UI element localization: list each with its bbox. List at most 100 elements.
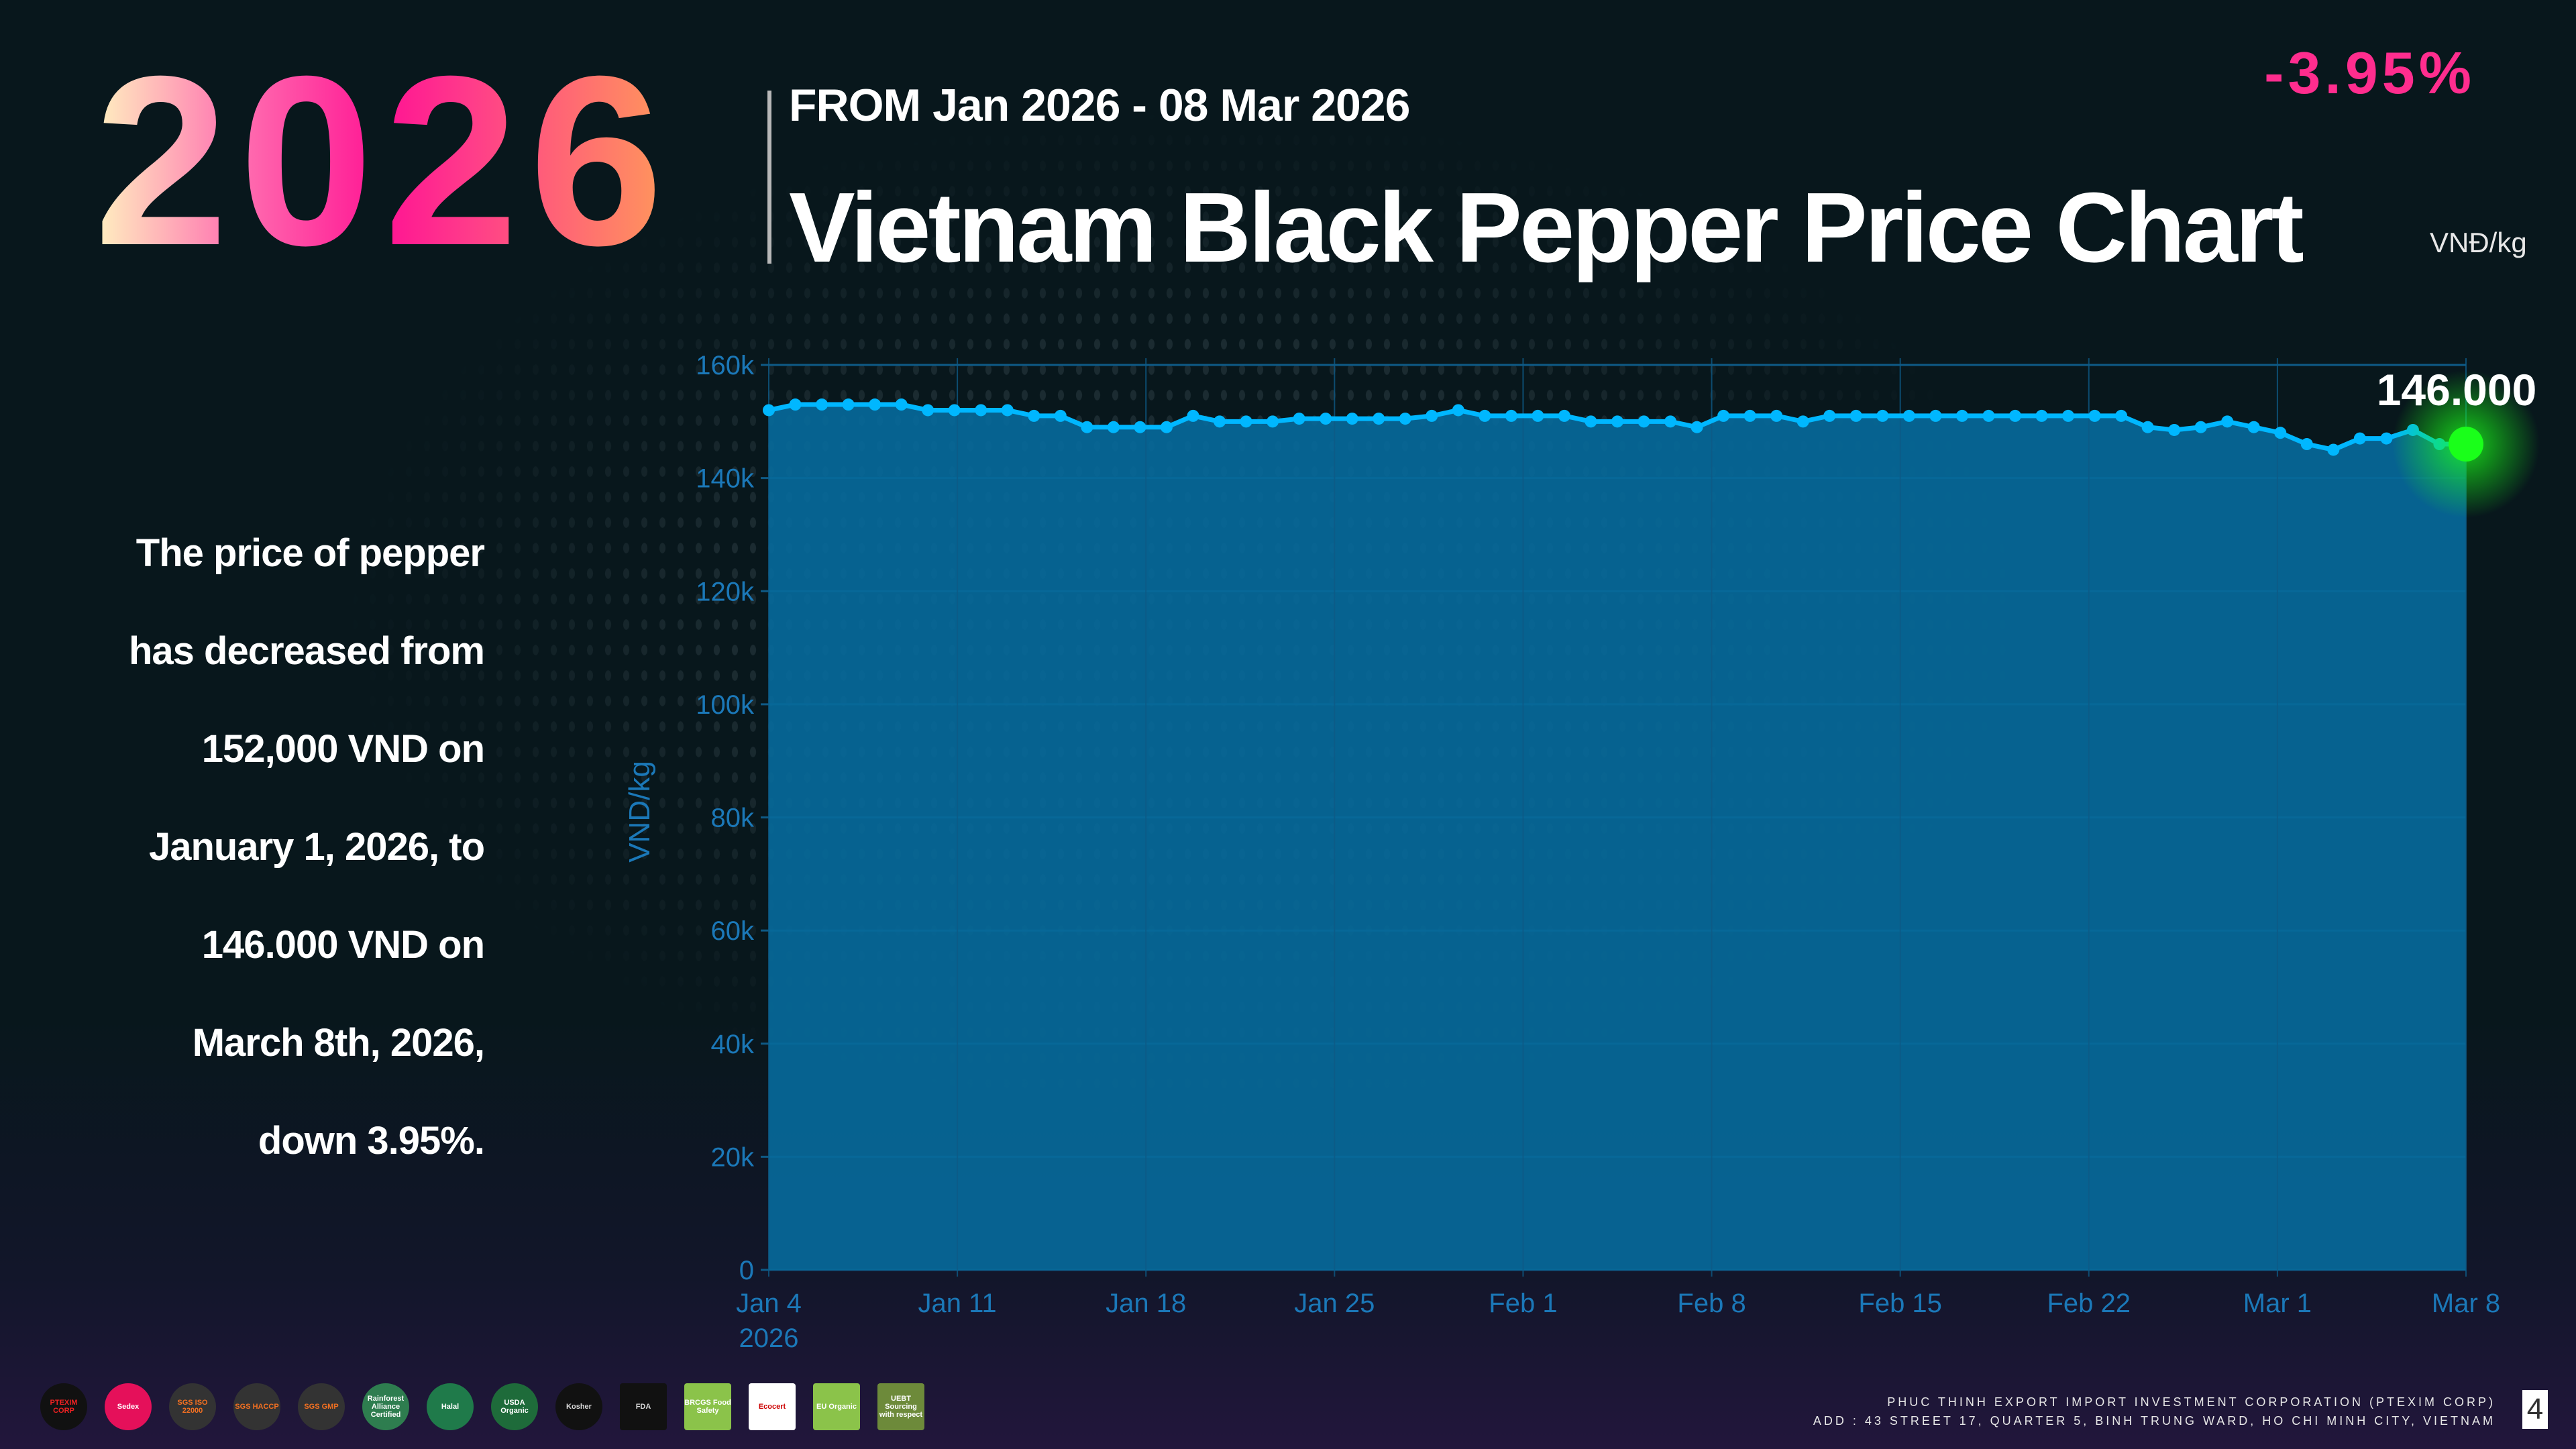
data-point [1293, 413, 1305, 425]
data-point [1823, 409, 1836, 422]
y-tick-label: 140k [696, 464, 755, 494]
logo-sgs-iso-22000: SGS ISO 22000 [169, 1383, 216, 1430]
x-tick-label: Mar 8 [2432, 1289, 2500, 1318]
data-point [1426, 409, 1438, 422]
y-tick-label: 60k [711, 916, 755, 946]
x-tick-sublabel: 2026 [739, 1324, 799, 1353]
data-point [1982, 409, 1995, 422]
data-point [2088, 409, 2101, 422]
data-point [1028, 409, 1040, 422]
chart-title: Vietnam Black Pepper Price Chart [789, 172, 2304, 283]
data-point [1929, 409, 1942, 422]
year-heading: 2026 [94, 26, 674, 296]
data-point [2221, 415, 2234, 428]
x-tick-label: Feb 1 [1489, 1289, 1557, 1318]
logo-sgs-haccp: SGS HACCP [233, 1383, 280, 1430]
data-point [2274, 427, 2287, 439]
data-point [1532, 409, 1544, 422]
y-tick-label: 80k [711, 804, 755, 833]
data-point [1717, 409, 1730, 422]
y-axis-label: VND/kg [623, 761, 656, 863]
x-tick-label: Jan 18 [1106, 1289, 1186, 1318]
data-point [1796, 415, 1809, 428]
data-point [1558, 409, 1570, 422]
x-tick-label: Feb 22 [2047, 1289, 2131, 1318]
data-point [1214, 415, 1226, 428]
logo-ecocert: Ecocert [749, 1383, 796, 1430]
logo-kosher: Kosher [555, 1383, 602, 1430]
data-point [2141, 421, 2154, 433]
data-point [1743, 409, 1756, 422]
description-text: The price of pepper has decreased from 1… [128, 523, 485, 1209]
data-point [895, 398, 908, 411]
logo-brcgs-food-safety: BRCGS Food Safety [684, 1383, 731, 1430]
data-point [1373, 413, 1385, 425]
date-range: FROM Jan 2026 - 08 Mar 2026 [789, 80, 1410, 131]
logo-usda-organic: USDA Organic [491, 1383, 538, 1430]
data-point [948, 404, 961, 417]
description-line: March 8th, 2026, [192, 1021, 485, 1065]
data-point [1134, 421, 1146, 433]
logo-sgs-gmp: SGS GMP [298, 1383, 345, 1430]
data-point [1452, 404, 1464, 417]
data-point [1240, 415, 1252, 428]
title-divider [767, 91, 771, 264]
data-point [2300, 438, 2313, 451]
data-point [2194, 421, 2207, 433]
data-point [1690, 421, 1703, 433]
description-line: down 3.95%. [258, 1119, 485, 1163]
y-tick-label: 100k [696, 690, 755, 720]
description-line: January 1, 2026, to [148, 825, 485, 869]
data-point [1505, 409, 1517, 422]
company-address: ADD : 43 STREET 17, QUARTER 5, BINH TRUN… [1813, 1414, 2496, 1428]
x-tick-label: Jan 11 [918, 1289, 997, 1318]
company-name: PHUC THINH EXPORT IMPORT INVESTMENT CORP… [1887, 1395, 2496, 1409]
data-point [1902, 409, 1915, 422]
percent-change: -3.95% [2264, 40, 2475, 106]
logo-rainforest-alliance-certified: Rainforest Alliance Certified [362, 1383, 409, 1430]
data-point [2327, 443, 2340, 456]
logo-ptexim-corp: PTEXIM CORP [40, 1383, 87, 1430]
data-point [789, 398, 802, 411]
data-point [1160, 421, 1173, 433]
y-tick-label: 0 [739, 1256, 754, 1285]
data-point [1001, 404, 1014, 417]
x-tick-label: Mar 1 [2243, 1289, 2312, 1318]
data-point [1187, 409, 1199, 422]
x-tick-label: Jan 25 [1294, 1289, 1375, 1318]
y-tick-label: 160k [696, 351, 755, 380]
data-point [1267, 415, 1279, 428]
logo-eu-organic: EU Organic [813, 1383, 860, 1430]
price-area-fill [769, 405, 2466, 1270]
data-point [1107, 421, 1120, 433]
data-point [1849, 409, 1862, 422]
data-point [975, 404, 987, 417]
last-value-label: 146.000 [2377, 365, 2537, 415]
company-info: PHUC THINH EXPORT IMPORT INVESTMENT CORP… [1813, 1393, 2496, 1430]
data-point [2380, 432, 2393, 445]
data-point [1585, 415, 1597, 428]
data-point [1770, 409, 1783, 422]
data-point [2062, 409, 2075, 422]
logo-uebt-sourcing-with-respect: UEBT Sourcing with respect [877, 1383, 924, 1430]
description-line: has decreased from [128, 629, 485, 673]
logo-fda: FDA [620, 1383, 667, 1430]
unit-label: VNĐ/kg [2430, 227, 2527, 258]
data-point [816, 398, 828, 411]
logo-halal: Halal [427, 1383, 474, 1430]
last-data-point [2449, 427, 2483, 462]
x-tick-label: Feb 8 [1677, 1289, 1746, 1318]
y-tick-label: 120k [696, 577, 755, 606]
y-tick-label: 40k [711, 1030, 755, 1059]
data-point [1054, 409, 1067, 422]
logo-sedex: Sedex [105, 1383, 152, 1430]
data-point [2115, 409, 2128, 422]
data-point [1876, 409, 1889, 422]
data-point [1320, 413, 1332, 425]
description-line: 146.000 VND on [201, 923, 485, 967]
data-point [922, 404, 934, 417]
data-point [869, 398, 881, 411]
data-point [2035, 409, 2048, 422]
data-point [2353, 432, 2366, 445]
